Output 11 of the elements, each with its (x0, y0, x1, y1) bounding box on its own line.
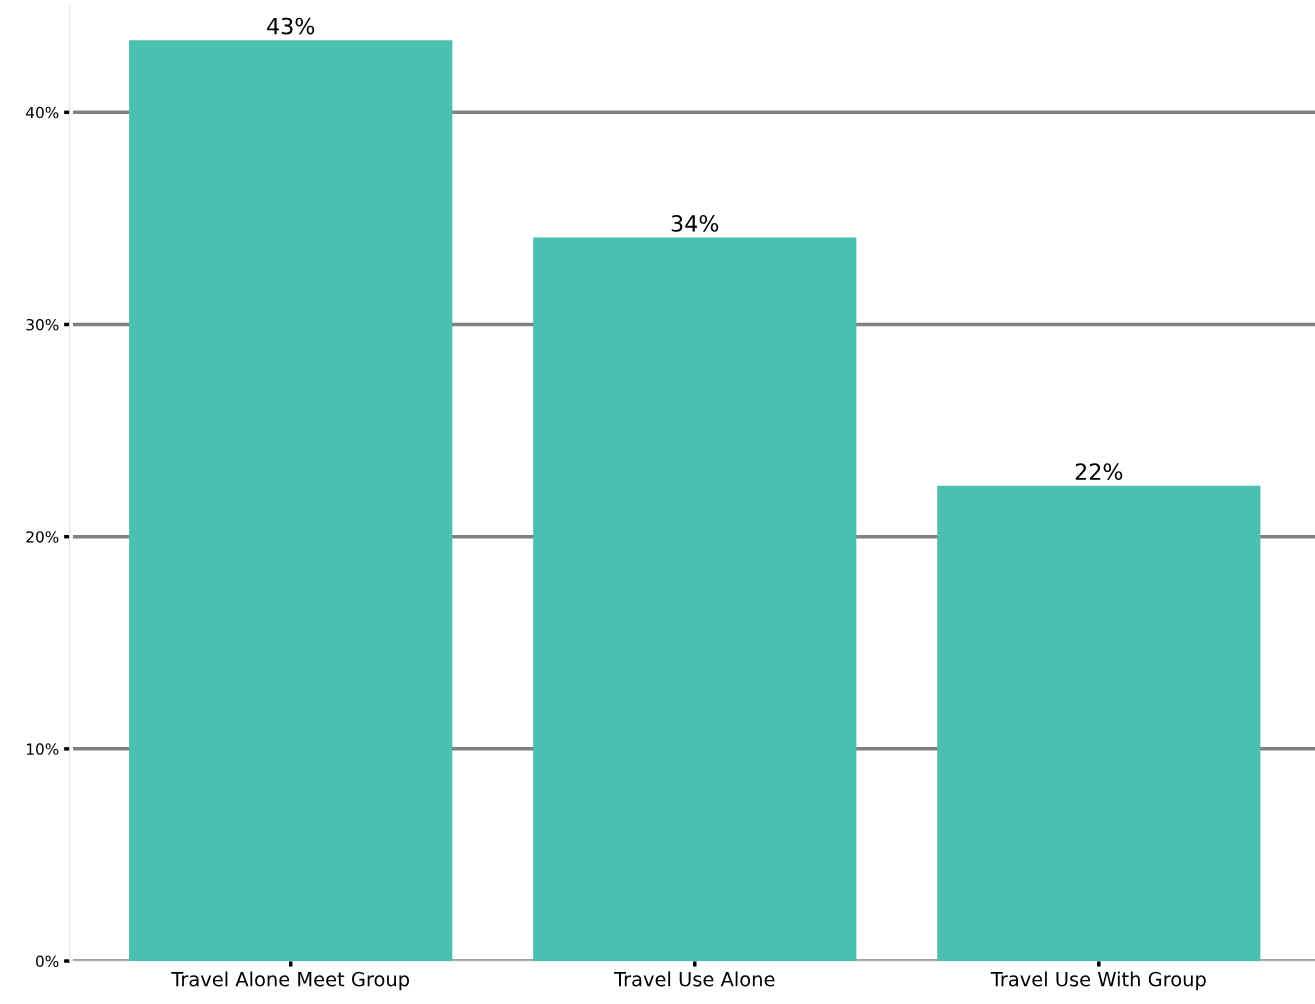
y-tick-label: 30% (26, 318, 59, 331)
y-tick-label: 0% (36, 955, 59, 968)
x-tick-label: Travel Use Alone (614, 971, 775, 987)
y-tick-label: 20% (26, 531, 59, 543)
x-tick-label: Travel Use With Group (990, 971, 1206, 991)
y-tick-label: 40% (26, 106, 59, 119)
data-label: 22% (1075, 463, 1123, 481)
x-tick-label: Travel Alone Meet Group (171, 971, 410, 991)
y-tick-label: 10% (27, 743, 59, 755)
data-label: 43% (267, 17, 315, 35)
data-label: 34% (671, 215, 719, 232)
